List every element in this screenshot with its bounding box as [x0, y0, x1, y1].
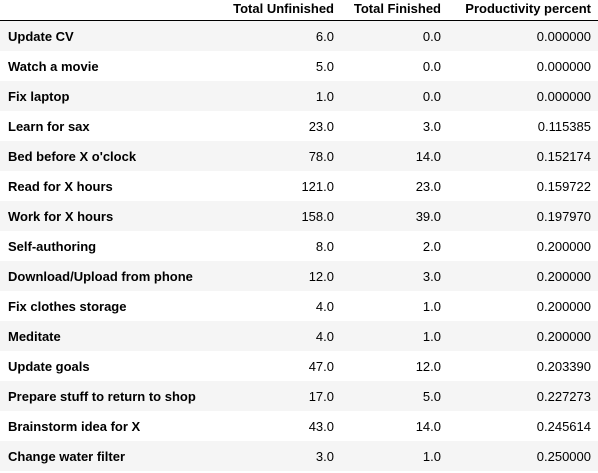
- cell-total-unfinished: 5.0: [315, 58, 334, 74]
- row-label: Update CV: [8, 28, 74, 44]
- row-label: Download/Upload from phone: [8, 268, 193, 284]
- table-row: Change water filter 3.0 1.0 0.250000: [0, 441, 598, 471]
- cell-total-finished: 1.0: [422, 298, 441, 314]
- row-label: Learn for sax: [8, 118, 90, 134]
- cell-total-unfinished: 78.0: [308, 148, 334, 164]
- cell-productivity-percent: 0.200000: [536, 328, 591, 344]
- row-label: Fix clothes storage: [8, 298, 127, 314]
- cell-total-unfinished: 6.0: [315, 28, 334, 44]
- table-row: Prepare stuff to return to shop 17.0 5.0 0.…: [0, 381, 598, 411]
- table-row: Download/Upload from phone 12.0 3.0 0.20000…: [0, 261, 598, 291]
- cell-total-finished: 23.0: [415, 178, 441, 194]
- cell-total-unfinished: 8.0: [315, 238, 334, 254]
- cell-productivity-percent: 0.000000: [536, 28, 591, 44]
- row-label: Bed before X o'clock: [8, 148, 137, 164]
- table-row: Watch a movie 5.0 0.0 0.000000: [0, 51, 598, 81]
- cell-total-finished: 1.0: [422, 328, 441, 344]
- row-label: Watch a movie: [8, 58, 99, 74]
- cell-total-unfinished: 4.0: [315, 298, 334, 314]
- row-label: Prepare stuff to return to shop: [8, 388, 196, 404]
- cell-total-unfinished: 23.0: [308, 118, 334, 134]
- table-header: Total Unfinished Total Finished Producti…: [0, 0, 598, 21]
- cell-total-finished: 2.0: [422, 238, 441, 254]
- column-header-total-unfinished: Total Unfinished: [217, 0, 341, 21]
- cell-total-unfinished: 3.0: [315, 448, 334, 464]
- cell-total-unfinished: 47.0: [308, 358, 334, 374]
- cell-total-finished: 3.0: [422, 268, 441, 284]
- row-label: Meditate: [8, 328, 61, 344]
- row-label: Update goals: [8, 358, 90, 374]
- cell-total-finished: 39.0: [415, 208, 441, 224]
- cell-productivity-percent: 0.250000: [536, 448, 591, 464]
- cell-total-finished: 14.0: [415, 148, 441, 164]
- cell-total-finished: 0.0: [422, 88, 441, 104]
- cell-productivity-percent: 0.200000: [536, 298, 591, 314]
- cell-total-unfinished: 4.0: [315, 328, 334, 344]
- table-row: Self-authoring 8.0 2.0 0.200000: [0, 231, 598, 261]
- cell-productivity-percent: 0.000000: [536, 58, 591, 74]
- row-label: Change water filter: [8, 448, 126, 464]
- table-row: Work for X hours 158.0 39.0 0.197970: [0, 201, 598, 231]
- cell-total-unfinished: 121.0: [301, 178, 334, 194]
- row-label: Brainstorm idea for X: [8, 418, 141, 434]
- cell-productivity-percent: 0.227273: [536, 388, 591, 404]
- table-row: Update CV 6.0 0.0 0.000000: [0, 20, 598, 51]
- cell-productivity-percent: 0.197970: [536, 208, 591, 224]
- cell-total-unfinished: 12.0: [308, 268, 334, 284]
- cell-productivity-percent: 0.000000: [536, 88, 591, 104]
- table-row: Fix clothes storage 4.0 1.0 0.200000: [0, 291, 598, 321]
- cell-total-finished: 5.0: [422, 388, 441, 404]
- index-header: [0, 0, 217, 21]
- row-label: Self-authoring: [8, 238, 97, 254]
- column-header-productivity-percent: Productivity percent: [448, 0, 598, 21]
- cell-productivity-percent: 0.200000: [536, 268, 591, 284]
- cell-total-finished: 12.0: [415, 358, 441, 374]
- cell-total-finished: 0.0: [422, 28, 441, 44]
- table-row: Read for X hours 121.0 23.0 0.159722: [0, 171, 598, 201]
- cell-total-finished: 3.0: [422, 118, 441, 134]
- table-row: Fix laptop 1.0 0.0 0.000000: [0, 81, 598, 111]
- cell-total-unfinished: 158.0: [301, 208, 334, 224]
- row-label: Read for X hours: [8, 178, 113, 194]
- cell-productivity-percent: 0.159722: [536, 178, 591, 194]
- cell-productivity-percent: 0.200000: [536, 238, 591, 254]
- cell-total-unfinished: 17.0: [308, 388, 334, 404]
- table-body: Update CV 6.0 0.0 0.000000 Watch a movie 5.0 0…: [0, 20, 598, 471]
- cell-total-unfinished: 43.0: [308, 418, 334, 434]
- cell-total-unfinished: 1.0: [315, 88, 334, 104]
- table-row: Update goals 47.0 12.0 0.203390: [0, 351, 598, 381]
- cell-total-finished: 1.0: [422, 448, 441, 464]
- cell-productivity-percent: 0.203390: [536, 358, 591, 374]
- header-row: Total Unfinished Total Finished Producti…: [0, 0, 598, 21]
- table-row: Brainstorm idea for X 43.0 14.0 0.245614: [0, 411, 598, 441]
- cell-total-finished: 14.0: [415, 418, 441, 434]
- cell-productivity-percent: 0.115385: [537, 118, 591, 134]
- row-label: Work for X hours: [8, 208, 114, 224]
- column-header-total-finished: Total Finished: [341, 0, 448, 21]
- table-row: Learn for sax 23.0 3.0 0.115385: [0, 111, 598, 141]
- cell-productivity-percent: 0.245614: [536, 418, 591, 434]
- cell-productivity-percent: 0.152174: [536, 148, 591, 164]
- cell-total-finished: 0.0: [422, 58, 441, 74]
- table-row: Meditate 4.0 1.0 0.200000: [0, 321, 598, 351]
- table-row: Bed before X o'clock 78.0 14.0 0.152174: [0, 141, 598, 171]
- row-label: Fix laptop: [8, 88, 70, 104]
